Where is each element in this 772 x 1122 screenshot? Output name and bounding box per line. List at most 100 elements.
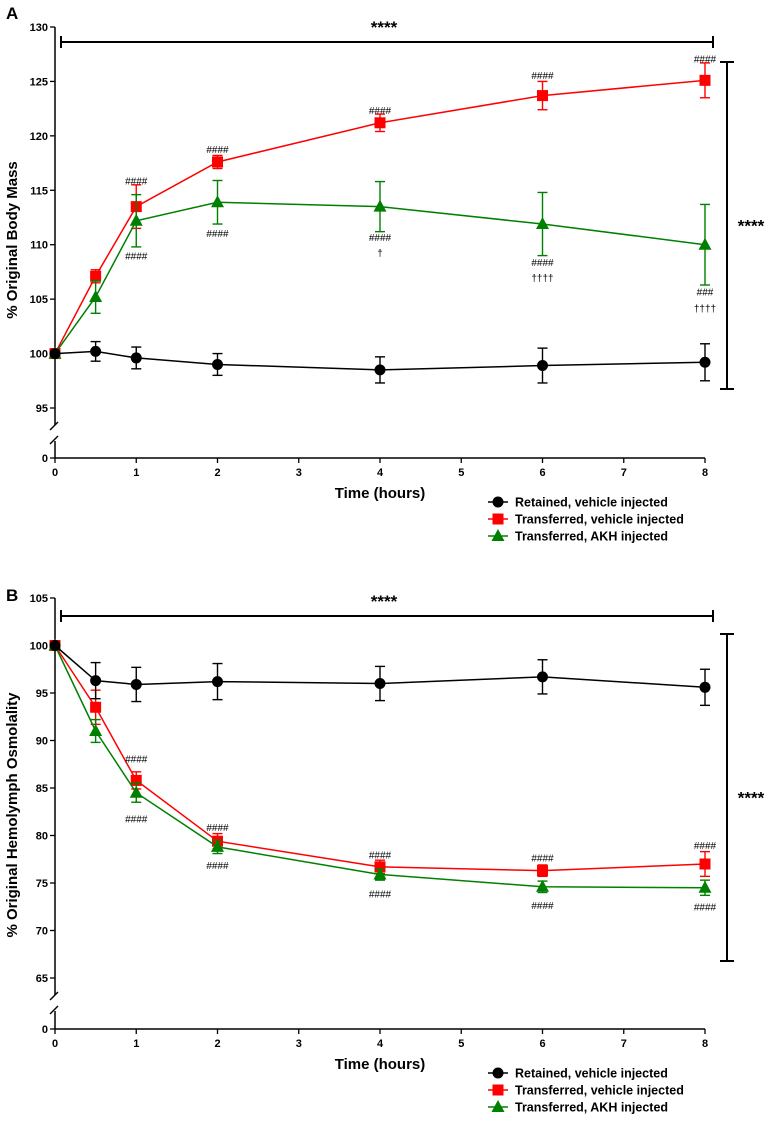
annotation-label: #### [206, 823, 229, 834]
y-tick-label: 0 [42, 453, 48, 465]
x-tick-label: 3 [296, 1038, 302, 1050]
data-point [698, 880, 712, 893]
annotation-label: †††† [694, 304, 716, 315]
x-tick-label: 7 [621, 1038, 627, 1050]
significance-stars: **** [371, 18, 398, 37]
annotation-label: #### [125, 252, 148, 263]
annotation-label: #### [531, 853, 554, 864]
y-tick-label: 75 [36, 878, 48, 890]
data-point [130, 678, 142, 690]
axis-break-mark [49, 1005, 59, 1015]
data-point [374, 117, 386, 129]
data-point [537, 671, 548, 683]
data-point [49, 348, 61, 360]
data-point [698, 237, 712, 250]
y-tick-label: 0 [42, 1024, 48, 1036]
x-tick-label: 6 [539, 467, 545, 479]
annotation-label: #### [125, 177, 148, 188]
significance-stars: **** [738, 789, 765, 808]
x-tick-label: 8 [702, 467, 708, 479]
panel-letter: A [6, 4, 18, 23]
data-point [90, 701, 102, 713]
annotation-label: #### [369, 233, 392, 244]
annotation-label: #### [369, 850, 392, 861]
legend-label: Transferred, vehicle injected [515, 513, 684, 527]
data-point [130, 352, 142, 364]
y-tick-label: 70 [36, 926, 48, 938]
legend-label: Transferred, AKH injected [515, 530, 668, 544]
panel-letter: B [6, 586, 18, 605]
data-point [374, 364, 386, 376]
legend: Retained, vehicle injected Transferred, v… [488, 1067, 684, 1115]
axis-break-mark [49, 991, 59, 1001]
data-point [699, 681, 711, 693]
y-tick-label: 65 [36, 973, 48, 985]
annotation-label: †††† [531, 273, 553, 284]
data-point [49, 640, 61, 651]
x-tick-label: 4 [377, 1038, 384, 1050]
chart-panel-b: B 65 70 75 80 85 90 95 100 105 00 1 2 3 4 5 6 7 8 Time (hou… [4, 586, 765, 1115]
data-point [699, 356, 711, 368]
annotation-label: #### [369, 106, 392, 117]
y-tick-label: 90 [36, 736, 48, 748]
data-point [699, 74, 711, 86]
data-point [374, 678, 386, 689]
annotation-label: #### [206, 229, 229, 240]
y-tick-label: 105 [30, 593, 48, 605]
y-tick-label: 105 [30, 294, 48, 306]
data-point [699, 858, 711, 870]
legend-label: Retained, vehicle injected [515, 496, 668, 510]
data-point [212, 358, 223, 370]
x-tick-label: 1 [133, 1038, 139, 1050]
y-tick-label: 100 [30, 349, 48, 361]
annotation-label: #### [206, 861, 229, 872]
annotation-label: #### [531, 901, 554, 912]
significance-stars: **** [738, 217, 765, 236]
annotation-label: #### [206, 145, 229, 156]
series-triangle [48, 638, 712, 897]
series-circle [49, 640, 711, 707]
data-point [129, 213, 143, 226]
data-point [536, 217, 549, 230]
y-tick-label: 95 [36, 688, 48, 700]
data-point [90, 345, 102, 357]
x-tick-label: 3 [296, 467, 302, 479]
chart-panel-a: A 95 100 105 110 115 120 125 130 00 1 2 3 4 5 6 7 8 Time (… [4, 4, 765, 544]
annotation-label: #### [694, 841, 717, 852]
series-circle [49, 340, 711, 384]
data-point [90, 675, 102, 687]
legend: Retained, vehicle injected Transferred, v… [488, 496, 684, 544]
data-point [211, 839, 224, 852]
x-tick-label: 5 [458, 467, 464, 479]
y-axis-label: % Original Body Mass [4, 161, 21, 319]
data-point [536, 879, 549, 892]
significance-stars: **** [371, 592, 398, 611]
data-point [537, 865, 548, 877]
x-axis-label: Time (hours) [335, 485, 426, 502]
data-point [89, 289, 103, 302]
axis-break-mark [49, 421, 59, 431]
y-tick-label: 130 [30, 22, 48, 34]
data-point [373, 199, 387, 212]
data-point [537, 90, 548, 102]
y-tick-label: 100 [30, 641, 48, 653]
x-tick-label: 8 [702, 1038, 708, 1050]
y-tick-label: 95 [36, 403, 48, 415]
annotation-label: #### [694, 903, 717, 914]
data-point [129, 785, 143, 798]
y-tick-label: 85 [36, 783, 48, 795]
data-point [211, 195, 224, 208]
legend-marker [491, 1100, 505, 1112]
annotation-label: #### [694, 55, 717, 66]
legend-marker [492, 1067, 504, 1079]
x-tick-label: 7 [621, 467, 627, 479]
annotation-label: #### [531, 258, 554, 269]
data-point [212, 676, 223, 688]
legend-marker [492, 513, 504, 525]
annotation-label: † [377, 248, 383, 259]
legend-marker [491, 529, 505, 541]
annotation-label: #### [125, 755, 148, 766]
annotation-label: #### [531, 71, 554, 82]
data-point [130, 774, 142, 786]
